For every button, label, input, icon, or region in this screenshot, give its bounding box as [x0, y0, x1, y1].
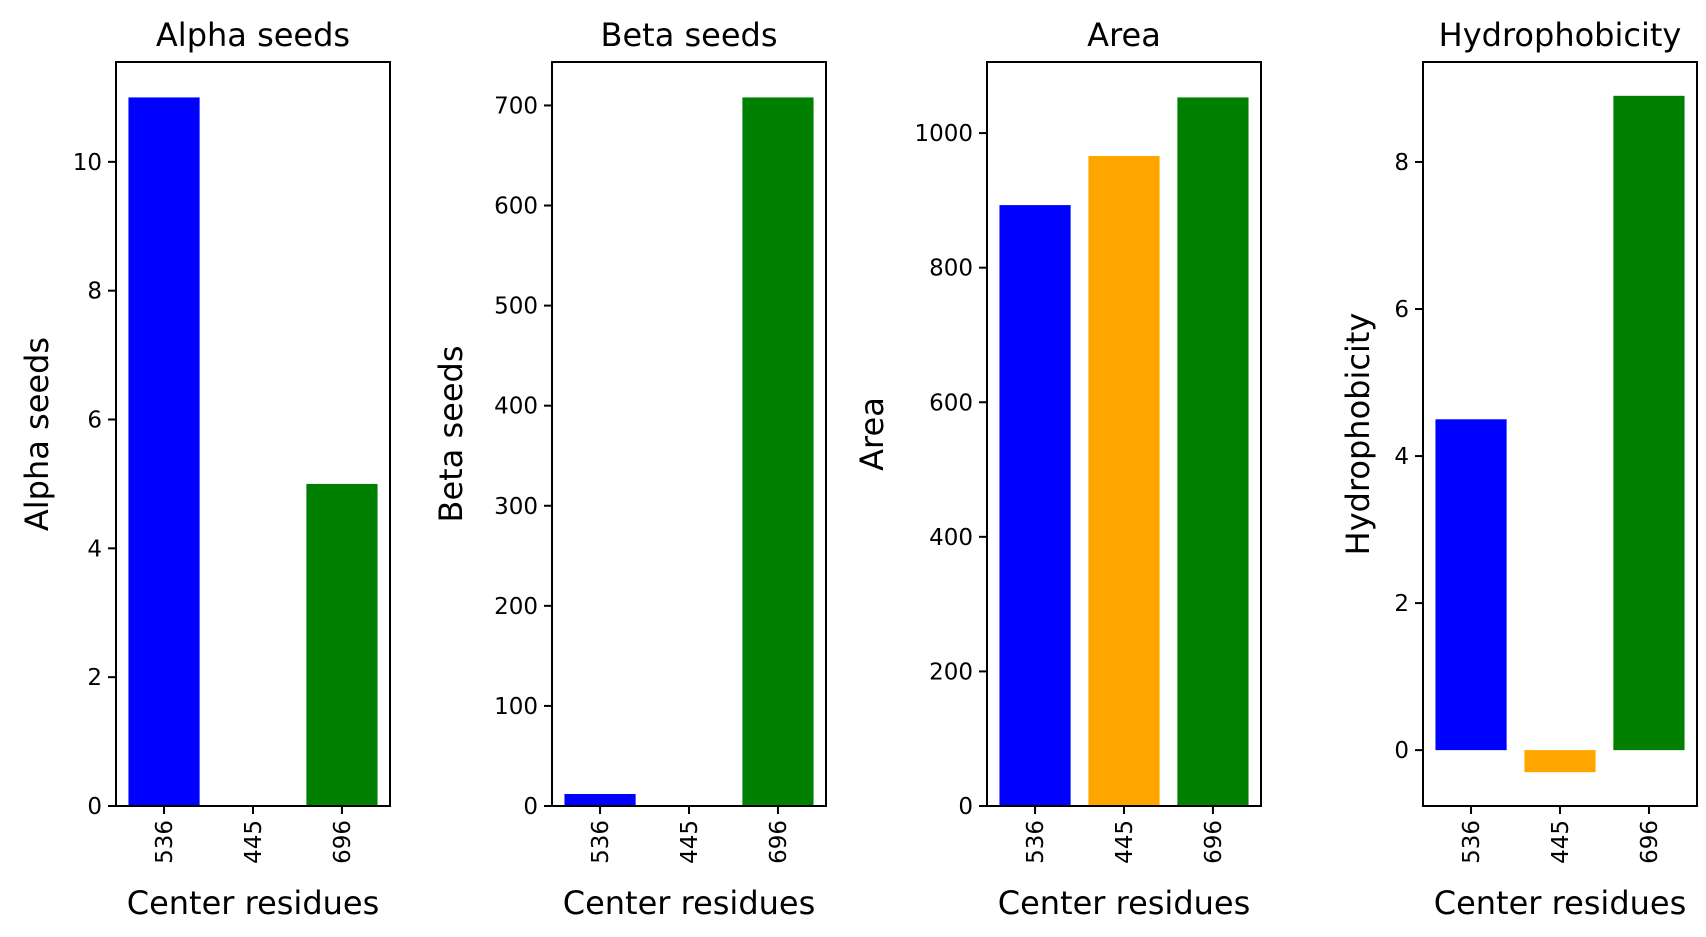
- chart-3-xtick-label: 445: [1112, 820, 1138, 864]
- chart-4-ylabel: Hydrophobicity: [1339, 313, 1377, 556]
- chart-1-xtick-label: 445: [241, 820, 267, 864]
- chart-3-bar-445: [1088, 155, 1160, 807]
- chart-2-ylabel: Beta seeds: [432, 346, 470, 523]
- chart-3-xtick-label: 696: [1201, 820, 1227, 864]
- chart-3-ytick-label: 1000: [914, 121, 973, 147]
- chart-2-ytick-label: 200: [494, 594, 538, 620]
- chart-1-ytick-label: 4: [87, 536, 102, 562]
- chart-4-ytick-label: 2: [1394, 591, 1409, 617]
- chart-2-ytick-label: 100: [494, 694, 538, 720]
- chart-1-bar-536: [128, 97, 200, 806]
- chart-4-bar-536: [1435, 419, 1507, 751]
- chart-1-xtick-label: 536: [152, 820, 178, 864]
- chart-2-ytick-label: 700: [494, 93, 538, 119]
- chart-4-ytick-label: 0: [1394, 738, 1409, 764]
- chart-1-bar-696: [306, 483, 378, 806]
- chart-3-ytick-label: 0: [958, 794, 973, 820]
- chart-2-bar-696: [742, 97, 814, 806]
- chart-3-ytick-label: 800: [929, 256, 973, 282]
- chart-3-xtick-label: 536: [1023, 820, 1049, 864]
- chart-2-ytick-label: 600: [494, 194, 538, 220]
- chart-1-ytick-label: 10: [73, 150, 102, 176]
- chart-3-ytick-label: 400: [929, 525, 973, 551]
- chart-3-title: Area: [1087, 16, 1161, 54]
- chart-1-xtick-label: 696: [330, 820, 356, 864]
- chart-2-ytick-label: 300: [494, 494, 538, 520]
- chart-2-ytick-label: 400: [494, 394, 538, 420]
- chart-2-xtick-label: 445: [677, 820, 703, 864]
- chart-3-ylabel: Area: [853, 397, 891, 471]
- chart-3-bar-696: [1177, 97, 1249, 806]
- chart-4-xtick-label: 445: [1548, 820, 1574, 864]
- chart-1-ytick-label: 2: [87, 665, 102, 691]
- chart-4-ytick-label: 6: [1394, 297, 1409, 323]
- chart-4-title: Hydrophobicity: [1439, 16, 1682, 54]
- chart-1-ytick-label: 0: [87, 794, 102, 820]
- chart-3-ytick-label: 200: [929, 659, 973, 685]
- chart-4-bar-696: [1613, 95, 1685, 751]
- chart-2-title: Beta seeds: [601, 16, 778, 54]
- chart-2-xtick-label: 536: [588, 820, 614, 864]
- chart-1-title: Alpha seeds: [156, 16, 350, 54]
- chart-4-xlabel: Center residues: [1434, 884, 1687, 922]
- chart-4-xtick-label: 696: [1637, 820, 1663, 864]
- chart-1-xlabel: Center residues: [127, 884, 380, 922]
- chart-1-ytick-label: 6: [87, 408, 102, 434]
- chart-3-xlabel: Center residues: [998, 884, 1251, 922]
- chart-4-ytick-label: 4: [1394, 444, 1409, 470]
- chart-2-bar-536: [564, 793, 636, 806]
- chart-3-bar-536: [999, 205, 1071, 806]
- chart-2-xlabel: Center residues: [563, 884, 816, 922]
- chart-1-ytick-label: 8: [87, 279, 102, 305]
- chart-4-xtick-label: 536: [1459, 820, 1485, 864]
- chart-2-ytick-label: 500: [494, 294, 538, 320]
- chart-2-xtick-label: 696: [766, 820, 792, 864]
- chart-1-ylabel: Alpha seeds: [18, 337, 56, 531]
- chart-4-bar-445: [1524, 750, 1596, 773]
- chart-3-ytick-label: 600: [929, 390, 973, 416]
- chart-4-ytick-label: 8: [1394, 150, 1409, 176]
- chart-2-ytick-label: 0: [523, 794, 538, 820]
